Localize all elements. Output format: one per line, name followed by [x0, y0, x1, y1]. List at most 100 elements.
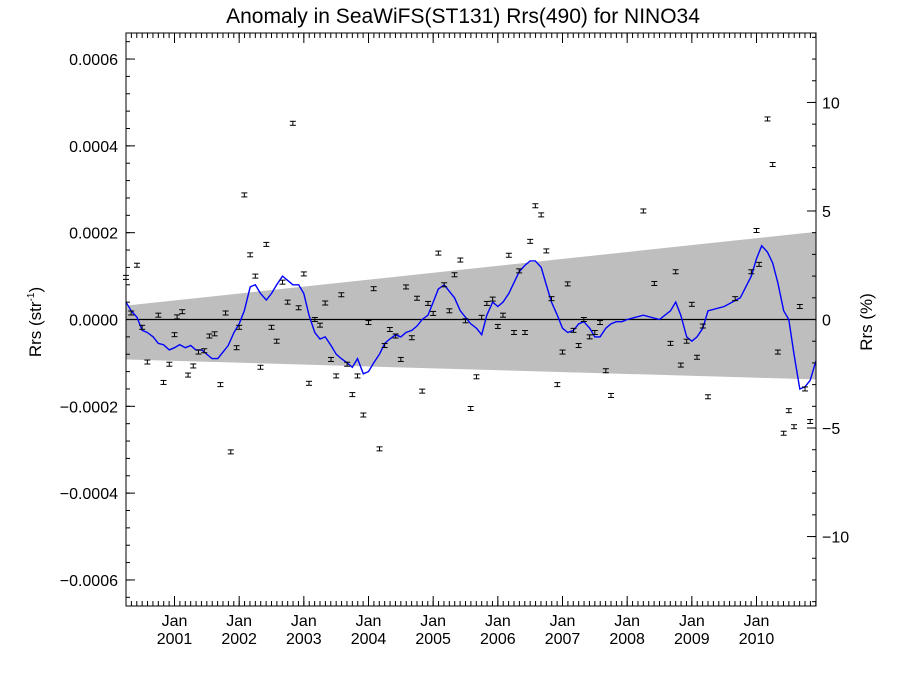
data-point	[300, 271, 307, 277]
axes-layer: 0.0006 0.0004 0.0002 0.0000 −0.0002 −0.0004 −0…	[60, 32, 849, 648]
data-point	[516, 268, 523, 274]
data-point	[667, 340, 674, 346]
x-tick-year: 2003	[286, 631, 322, 648]
data-point	[333, 373, 340, 379]
data-point	[370, 286, 377, 292]
data-point	[360, 412, 367, 418]
uncertainty-band-layer	[126, 231, 816, 380]
data-point	[608, 392, 615, 398]
data-point	[306, 380, 313, 386]
data-point	[640, 208, 647, 214]
data-point	[467, 405, 474, 411]
data-point	[511, 330, 518, 336]
x-tick-month: Jan	[291, 613, 317, 630]
data-point	[252, 273, 259, 279]
y2-tick-label: −10	[822, 530, 849, 547]
data-point	[397, 356, 404, 362]
data-point	[403, 284, 410, 290]
data-point	[564, 281, 571, 287]
data-point	[424, 300, 431, 306]
data-point	[586, 334, 593, 340]
data-point	[570, 327, 577, 333]
data-point	[233, 345, 240, 351]
x-tick-year: 2004	[351, 631, 387, 648]
data-point	[419, 388, 426, 394]
data-point	[688, 301, 695, 307]
data-point	[133, 262, 140, 268]
data-point	[543, 248, 550, 254]
data-point	[505, 252, 512, 258]
data-point	[201, 348, 208, 354]
data-point	[174, 314, 181, 320]
data-point	[217, 382, 224, 388]
data-point	[338, 292, 345, 298]
data-point	[247, 252, 254, 258]
data-point	[451, 272, 458, 278]
data-point	[538, 212, 545, 218]
data-point	[430, 310, 437, 316]
data-point	[483, 300, 490, 306]
data-point	[435, 250, 442, 256]
data-point	[206, 333, 213, 339]
data-point	[521, 330, 528, 336]
data-point	[171, 332, 178, 338]
x-tick-month: Jan	[162, 613, 188, 630]
data-point	[494, 323, 501, 329]
x-tick-year: 2010	[739, 631, 775, 648]
data-point	[344, 361, 351, 367]
y-tick-label: 0.0004	[69, 139, 118, 156]
x-tick-month: Jan	[744, 613, 770, 630]
y-tick-label: −0.0004	[60, 486, 118, 503]
y2-tick-label: 10	[822, 95, 840, 112]
chart-title: Anomaly in SeaWiFS(ST131) Rrs(490) for N…	[226, 5, 700, 28]
data-point	[317, 322, 324, 328]
data-point	[774, 349, 781, 355]
data-point	[211, 331, 218, 337]
data-point	[279, 279, 286, 285]
data-point	[144, 359, 151, 365]
data-point	[139, 324, 146, 330]
data-point	[257, 364, 264, 370]
data-point	[441, 282, 448, 288]
y-tick-label: 0.0000	[69, 313, 118, 330]
data-point	[462, 318, 469, 324]
data-point	[354, 373, 361, 379]
data-point	[155, 312, 162, 318]
y-tick-label: 0.0006	[69, 52, 118, 69]
data-point	[802, 386, 809, 392]
data-point	[386, 326, 393, 332]
data-point	[694, 354, 701, 360]
data-point	[263, 241, 270, 247]
y-tick-label: −0.0002	[60, 399, 118, 416]
x-tick-year: 2009	[674, 631, 710, 648]
x-tick-year: 2006	[480, 631, 516, 648]
data-point	[748, 269, 755, 275]
y-axis-label-left: Rrs (str-1)	[26, 287, 45, 357]
x-tick-month: Jan	[679, 613, 705, 630]
data-point	[227, 449, 234, 455]
data-point	[284, 299, 291, 305]
data-point	[473, 374, 480, 380]
data-point	[295, 305, 302, 311]
data-point	[273, 338, 280, 344]
data-point	[289, 120, 296, 126]
data-point	[559, 349, 566, 355]
data-point	[677, 362, 684, 368]
x-tick-month: Jan	[226, 613, 252, 630]
data-point	[651, 280, 658, 286]
y2-tick-label: 5	[822, 204, 831, 221]
data-point	[166, 361, 173, 367]
data-point	[185, 372, 192, 378]
data-point	[575, 343, 582, 349]
data-point	[602, 368, 609, 374]
anomaly-points-layer	[123, 116, 814, 455]
x-tick-month: Jan	[550, 613, 576, 630]
data-point	[446, 308, 453, 314]
data-point	[381, 343, 388, 349]
data-point	[500, 312, 507, 318]
data-point	[392, 333, 399, 339]
data-point	[683, 338, 690, 344]
data-point	[241, 192, 248, 198]
data-point	[791, 424, 798, 430]
